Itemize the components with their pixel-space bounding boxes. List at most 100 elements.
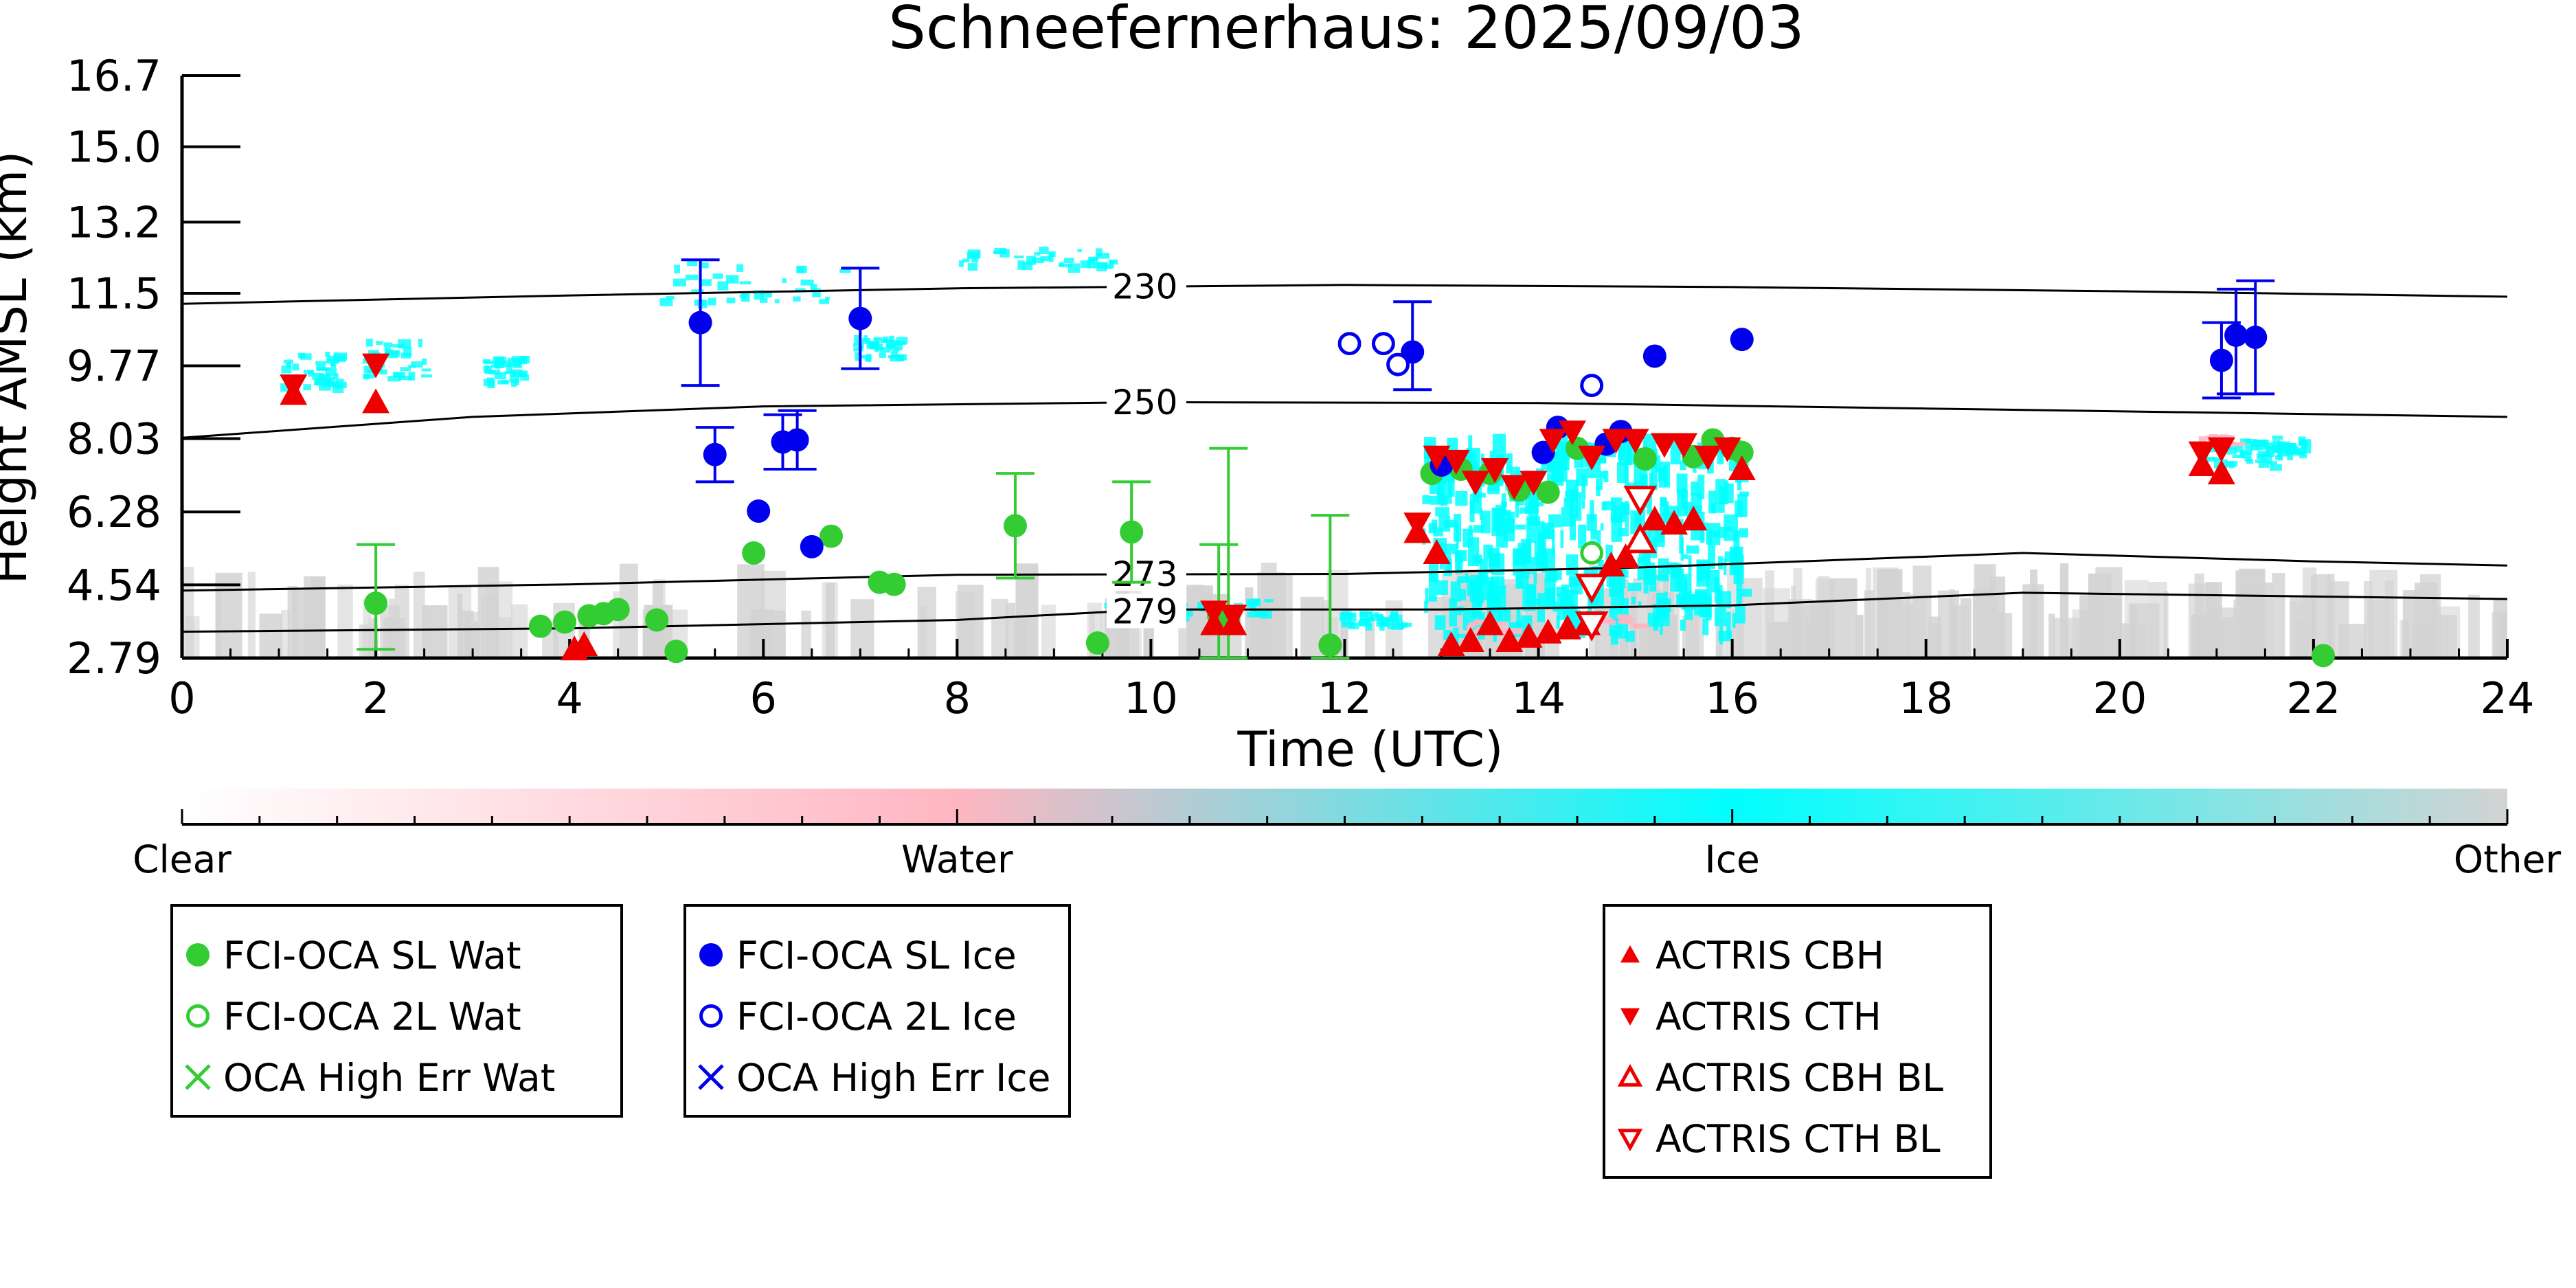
ice-cloud-cell <box>994 247 1007 255</box>
ice-cloud-cell <box>1428 523 1437 534</box>
ice-cloud-cell <box>1458 576 1471 583</box>
water-cloud-cell <box>1603 617 1613 624</box>
ice-cloud-cell <box>2281 441 2291 451</box>
ice-cloud-cell <box>1616 462 1628 483</box>
ice-cloud-cell <box>1059 262 1064 267</box>
ice-cloud-cell <box>1370 614 1382 621</box>
actris-cth-point <box>362 353 390 379</box>
ice-cloud-cell <box>1638 601 1642 607</box>
water-cloud-cell <box>1494 621 1506 627</box>
isotherm-label: 273 <box>1112 554 1177 594</box>
ice-cloud-cell <box>888 335 894 344</box>
ice-cloud-cell <box>1063 258 1074 263</box>
ice-cloud-cell <box>2258 462 2270 468</box>
ice-cloud-cell <box>1660 497 1667 507</box>
ice-cloud-cell <box>971 255 979 263</box>
ice-cloud-cell <box>1094 263 1107 269</box>
ice-cloud-cell <box>896 337 908 345</box>
ice-cloud-cell <box>1440 495 1448 506</box>
x-tick-label: 6 <box>750 673 777 723</box>
ice-cloud-cell <box>387 376 401 382</box>
other-cloud-cell <box>825 583 835 658</box>
actris-cbh-point <box>2207 460 2235 485</box>
ice-cloud-cell <box>1651 461 1658 490</box>
actris-cth-point <box>1602 429 1630 454</box>
other-cloud-cell <box>368 618 376 658</box>
legend-marker <box>185 1064 211 1090</box>
ice-cloud-cell <box>1596 478 1603 490</box>
ice-cloud-cell <box>1544 526 1552 539</box>
ice-cloud-cell <box>1664 591 1668 619</box>
ice-cloud-cell <box>1048 251 1056 258</box>
ice-cloud-cell <box>1498 608 1511 622</box>
ice-cloud-cell <box>2270 461 2278 465</box>
fci-oca-sl-wat-point <box>1003 514 1027 538</box>
other-cloud-cell <box>1928 616 1942 658</box>
ice-cloud-cell <box>1048 253 1054 262</box>
ice-cloud-cell <box>1732 613 1736 628</box>
other-cloud-cell <box>2468 594 2480 658</box>
fci-oca-sl-wat-point <box>364 591 388 615</box>
ice-cloud-cell <box>2301 439 2312 447</box>
water-cloud-cell <box>2198 436 2207 444</box>
ice-cloud-cell <box>1104 602 1109 609</box>
ice-cloud-cell <box>2239 452 2252 458</box>
ice-cloud-cell <box>1487 599 1491 610</box>
ice-cloud-cell <box>1625 631 1635 642</box>
ice-cloud-cell <box>1603 470 1609 482</box>
other-cloud-cell <box>2251 583 2273 658</box>
actris-cbh-point <box>1680 506 1708 531</box>
ice-cloud-cell <box>739 281 752 285</box>
ice-cloud-cell <box>1714 607 1727 626</box>
isotherm-label: 279 <box>1112 591 1177 631</box>
actris-cth-bl-point <box>1574 611 1609 642</box>
other-cloud-cell <box>2399 620 2409 658</box>
fci-oca-2l-wat-point <box>1580 541 1604 565</box>
actris-cth-point <box>1578 445 1606 471</box>
ice-cloud-cell <box>1697 475 1705 499</box>
ice-cloud-cell <box>1526 516 1541 543</box>
ice-cloud-cell <box>1680 620 1686 631</box>
ice-cloud-cell <box>1590 529 1597 540</box>
fci-oca-2l-ice-point <box>1580 374 1604 398</box>
ice-cloud-cell <box>2244 442 2253 451</box>
ice-cloud-cell <box>391 350 400 357</box>
ice-cloud-cell <box>1707 459 1714 474</box>
ice-cloud-cell <box>1739 491 1749 497</box>
ice-cloud-cell <box>2240 449 2245 455</box>
ice-cloud-cell <box>283 359 293 364</box>
ice-cloud-cell <box>326 359 340 364</box>
ice-cloud-cell <box>1601 501 1607 510</box>
y-tick-label: 2.79 <box>67 633 161 683</box>
ice-cloud-cell <box>418 339 422 348</box>
y-tick-label: 6.28 <box>67 487 161 537</box>
ice-cloud-cell <box>511 370 517 377</box>
ice-cloud-cell <box>1699 605 1711 618</box>
ice-cloud-cell <box>1658 558 1669 582</box>
ice-cloud-cell <box>1706 529 1713 545</box>
ice-cloud-cell <box>1717 556 1724 569</box>
ice-cloud-cell <box>422 358 427 365</box>
ice-cloud-cell <box>408 365 416 368</box>
ice-cloud-cell <box>398 375 412 381</box>
ice-cloud-cell <box>318 374 331 381</box>
ice-cloud-cell <box>866 354 872 362</box>
x-tick-label: 24 <box>2481 673 2535 723</box>
x-tick-label: 22 <box>2286 673 2340 723</box>
ice-cloud-cell <box>384 346 391 357</box>
ice-cloud-cell <box>286 361 292 365</box>
ice-cloud-cell <box>315 361 327 365</box>
ice-cloud-cell <box>1456 554 1463 574</box>
ice-cloud-cell <box>1695 589 1708 599</box>
fci-oca-sl-ice-point <box>2209 348 2233 372</box>
ice-cloud-cell <box>1556 615 1560 629</box>
ice-cloud-cell <box>1622 503 1630 515</box>
ice-cloud-cell <box>1664 465 1668 487</box>
ice-cloud-cell <box>1478 569 1486 582</box>
other-cloud-cell <box>2369 569 2398 658</box>
ice-cloud-cell <box>873 338 880 344</box>
ice-cloud-cell <box>1547 570 1562 580</box>
ice-cloud-cell <box>686 260 698 267</box>
ice-cloud-cell <box>890 343 903 351</box>
other-cloud-cell <box>2233 599 2244 658</box>
